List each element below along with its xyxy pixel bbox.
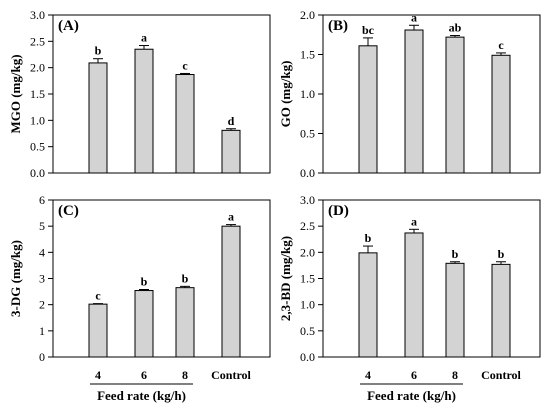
bar bbox=[358, 45, 378, 174]
significance-letter: c bbox=[498, 38, 504, 52]
y-tick-label: 0.0 bbox=[300, 350, 315, 364]
bar bbox=[404, 29, 424, 174]
x-category-label: 4 bbox=[365, 368, 371, 382]
y-tick-label: 3.0 bbox=[30, 8, 45, 22]
bar bbox=[445, 36, 465, 174]
y-tick-label: 6 bbox=[39, 193, 45, 207]
significance-letter: b bbox=[498, 247, 505, 261]
bar bbox=[134, 290, 154, 358]
y-tick-label: 0.5 bbox=[300, 127, 315, 141]
bar bbox=[221, 225, 241, 358]
significance-letter: a bbox=[411, 10, 417, 24]
bar bbox=[358, 252, 378, 358]
bar bbox=[221, 129, 241, 174]
y-tick-label: 0.5 bbox=[300, 324, 315, 338]
panel-label: (B) bbox=[328, 18, 348, 34]
y-tick-label: 2 bbox=[39, 298, 45, 312]
y-axis-title: 3-DG (mg/kg) bbox=[8, 240, 23, 317]
y-axis-title: GO (mg/kg) bbox=[278, 61, 293, 128]
y-axis-title: 2,3-BD (mg/kg) bbox=[278, 236, 293, 321]
bar bbox=[175, 287, 195, 358]
y-tick-label: 1.0 bbox=[30, 113, 45, 127]
y-axis-title: MGO (mg/kg) bbox=[8, 54, 23, 133]
x-axis-title: Feed rate (kg/h) bbox=[367, 388, 456, 403]
x-category-label: 8 bbox=[182, 368, 188, 382]
y-tick-label: 1 bbox=[39, 324, 45, 338]
significance-letter: a bbox=[228, 210, 234, 224]
y-tick-label: 0.5 bbox=[30, 140, 45, 154]
significance-letter: b bbox=[365, 231, 372, 245]
panel-label: (A) bbox=[58, 18, 79, 34]
y-tick-label: 2.0 bbox=[300, 245, 315, 259]
y-tick-label: 2.0 bbox=[300, 8, 315, 22]
bar bbox=[175, 74, 195, 174]
panel-label: (D) bbox=[328, 203, 349, 219]
bar bbox=[88, 62, 108, 174]
x-category-label: Control bbox=[481, 368, 521, 382]
chart-panel-a: 0.0 0.5 1.0 1.5 2.0 2.5 3.0 MGO (mg/kg) (A) b a c d bbox=[8, 8, 271, 180]
significance-letter: b bbox=[452, 247, 459, 261]
bar bbox=[491, 54, 511, 174]
y-tick-label: 4 bbox=[39, 245, 45, 259]
y-tick-label: 1.5 bbox=[300, 48, 315, 62]
chart-panel-c: 0 1 2 3 4 5 6 3-DG (mg/kg) (C) c b b a 4 6 8 Control Feed… bbox=[8, 193, 271, 403]
x-axis-title: Feed rate (kg/h) bbox=[97, 388, 186, 403]
significance-letter: d bbox=[228, 114, 235, 128]
x-category-label: Control bbox=[211, 368, 251, 382]
y-tick-label: 0.0 bbox=[300, 166, 315, 180]
significance-letter: a bbox=[141, 31, 147, 45]
x-category-label: 6 bbox=[411, 368, 417, 382]
significance-letter: a bbox=[411, 214, 417, 228]
y-tick-label: 1.0 bbox=[300, 87, 315, 101]
chart-panel-b: 0.0 0.5 1.0 1.5 2.0 GO (mg/kg) (B) bc a ab c bbox=[278, 8, 541, 180]
bar bbox=[134, 48, 154, 174]
y-tick-label: 5 bbox=[39, 219, 45, 233]
bar bbox=[88, 303, 108, 358]
significance-letter: b bbox=[141, 274, 148, 288]
x-category-label: 6 bbox=[141, 368, 147, 382]
y-tick-label: 1.5 bbox=[30, 87, 45, 101]
y-tick-label: 2.0 bbox=[30, 61, 45, 75]
significance-letter: b bbox=[182, 271, 189, 285]
y-tick-label: 0.0 bbox=[30, 166, 45, 180]
y-tick-label: 3 bbox=[39, 272, 45, 286]
bar bbox=[491, 263, 511, 358]
significance-letter: b bbox=[95, 44, 102, 58]
significance-letter: c bbox=[95, 289, 101, 303]
chart-panel-d: 0.0 0.5 1.0 1.5 2.0 2.5 3.0 2,3-BD (mg/kg) (D) b a… bbox=[278, 193, 541, 403]
significance-letter: bc bbox=[362, 23, 375, 37]
panel-label: (C) bbox=[58, 203, 79, 219]
significance-letter: ab bbox=[449, 21, 462, 35]
y-tick-label: 2.5 bbox=[300, 219, 315, 233]
y-tick-label: 0 bbox=[39, 350, 45, 364]
bar bbox=[445, 262, 465, 358]
bar bbox=[404, 232, 424, 358]
y-tick-label: 2.5 bbox=[30, 34, 45, 48]
y-tick-label: 1.5 bbox=[300, 272, 315, 286]
x-category-label: 4 bbox=[95, 368, 101, 382]
x-category-label: 8 bbox=[452, 368, 458, 382]
significance-letter: c bbox=[182, 58, 188, 72]
y-tick-label: 3.0 bbox=[300, 193, 315, 207]
y-tick-label: 1.0 bbox=[300, 298, 315, 312]
